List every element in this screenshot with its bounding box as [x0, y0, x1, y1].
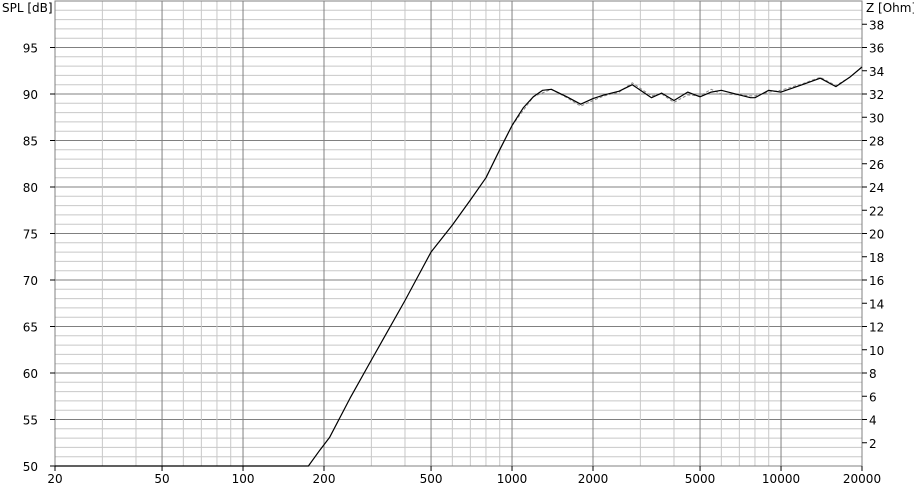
y-tick-label: 75: [23, 228, 38, 242]
y2-tick-label: 20: [869, 228, 884, 242]
y-tick-label: 50: [23, 460, 38, 474]
y2-axis-label: Z [Ohm]: [866, 1, 914, 15]
curves: [55, 66, 863, 467]
x-tick-label: 1000: [497, 472, 528, 486]
spl-curve: [55, 66, 863, 467]
y2-tick-label: 36: [869, 42, 884, 56]
dashed-curve: [511, 66, 863, 126]
x-tick-label: 2000: [578, 472, 609, 486]
y2-tick-label: 8: [869, 367, 877, 381]
y-tick-label: 95: [23, 42, 38, 56]
y2-tick-label: 16: [869, 274, 884, 288]
y-tick-label: 60: [23, 367, 38, 381]
y2-tick-label: 12: [869, 321, 884, 335]
y2-tick-label: 6: [869, 390, 877, 404]
y2-tick-label: 2: [869, 437, 877, 451]
y2-tick-label: 14: [869, 297, 884, 311]
y2-tick-label: 30: [869, 111, 884, 125]
y2-tick-label: 18: [869, 251, 884, 265]
x-tick-label: 20: [47, 472, 62, 486]
y2-tick-label: 32: [869, 88, 884, 102]
y2-tick-label: 24: [869, 181, 884, 195]
x-tick-label: 200: [313, 472, 336, 486]
y-tick-label: 80: [23, 181, 38, 195]
y-axis-label: SPL [dB]: [2, 1, 53, 15]
y-tick-label: 85: [23, 135, 38, 149]
y-tick-label: 55: [23, 414, 38, 428]
x-tick-label: 500: [420, 472, 443, 486]
x-tick-label: 50: [154, 472, 169, 486]
y2-tick-label: 4: [869, 414, 877, 428]
x-tick-label: 100: [232, 472, 255, 486]
grid: [54, 0, 863, 467]
tick-labels: 20 50 100 200 500 1000 2000 5000 10000 20000 50 55 6…: [23, 18, 885, 486]
y2-tick-label: 34: [869, 65, 884, 79]
y-tick-label: 70: [23, 274, 38, 288]
x-tick-label: 5000: [685, 472, 716, 486]
y-tick-label: 65: [23, 321, 38, 335]
y-tick-label: 90: [23, 88, 38, 102]
y2-tick-label: 26: [869, 158, 884, 172]
y2-tick-label: 10: [869, 344, 884, 358]
x-tick-label: 10000: [762, 472, 800, 486]
y2-tick-label: 38: [869, 18, 884, 32]
x-tick-label: 20000: [843, 472, 881, 486]
y2-tick-label: 22: [869, 204, 884, 218]
y2-tick-label: 28: [869, 135, 884, 149]
